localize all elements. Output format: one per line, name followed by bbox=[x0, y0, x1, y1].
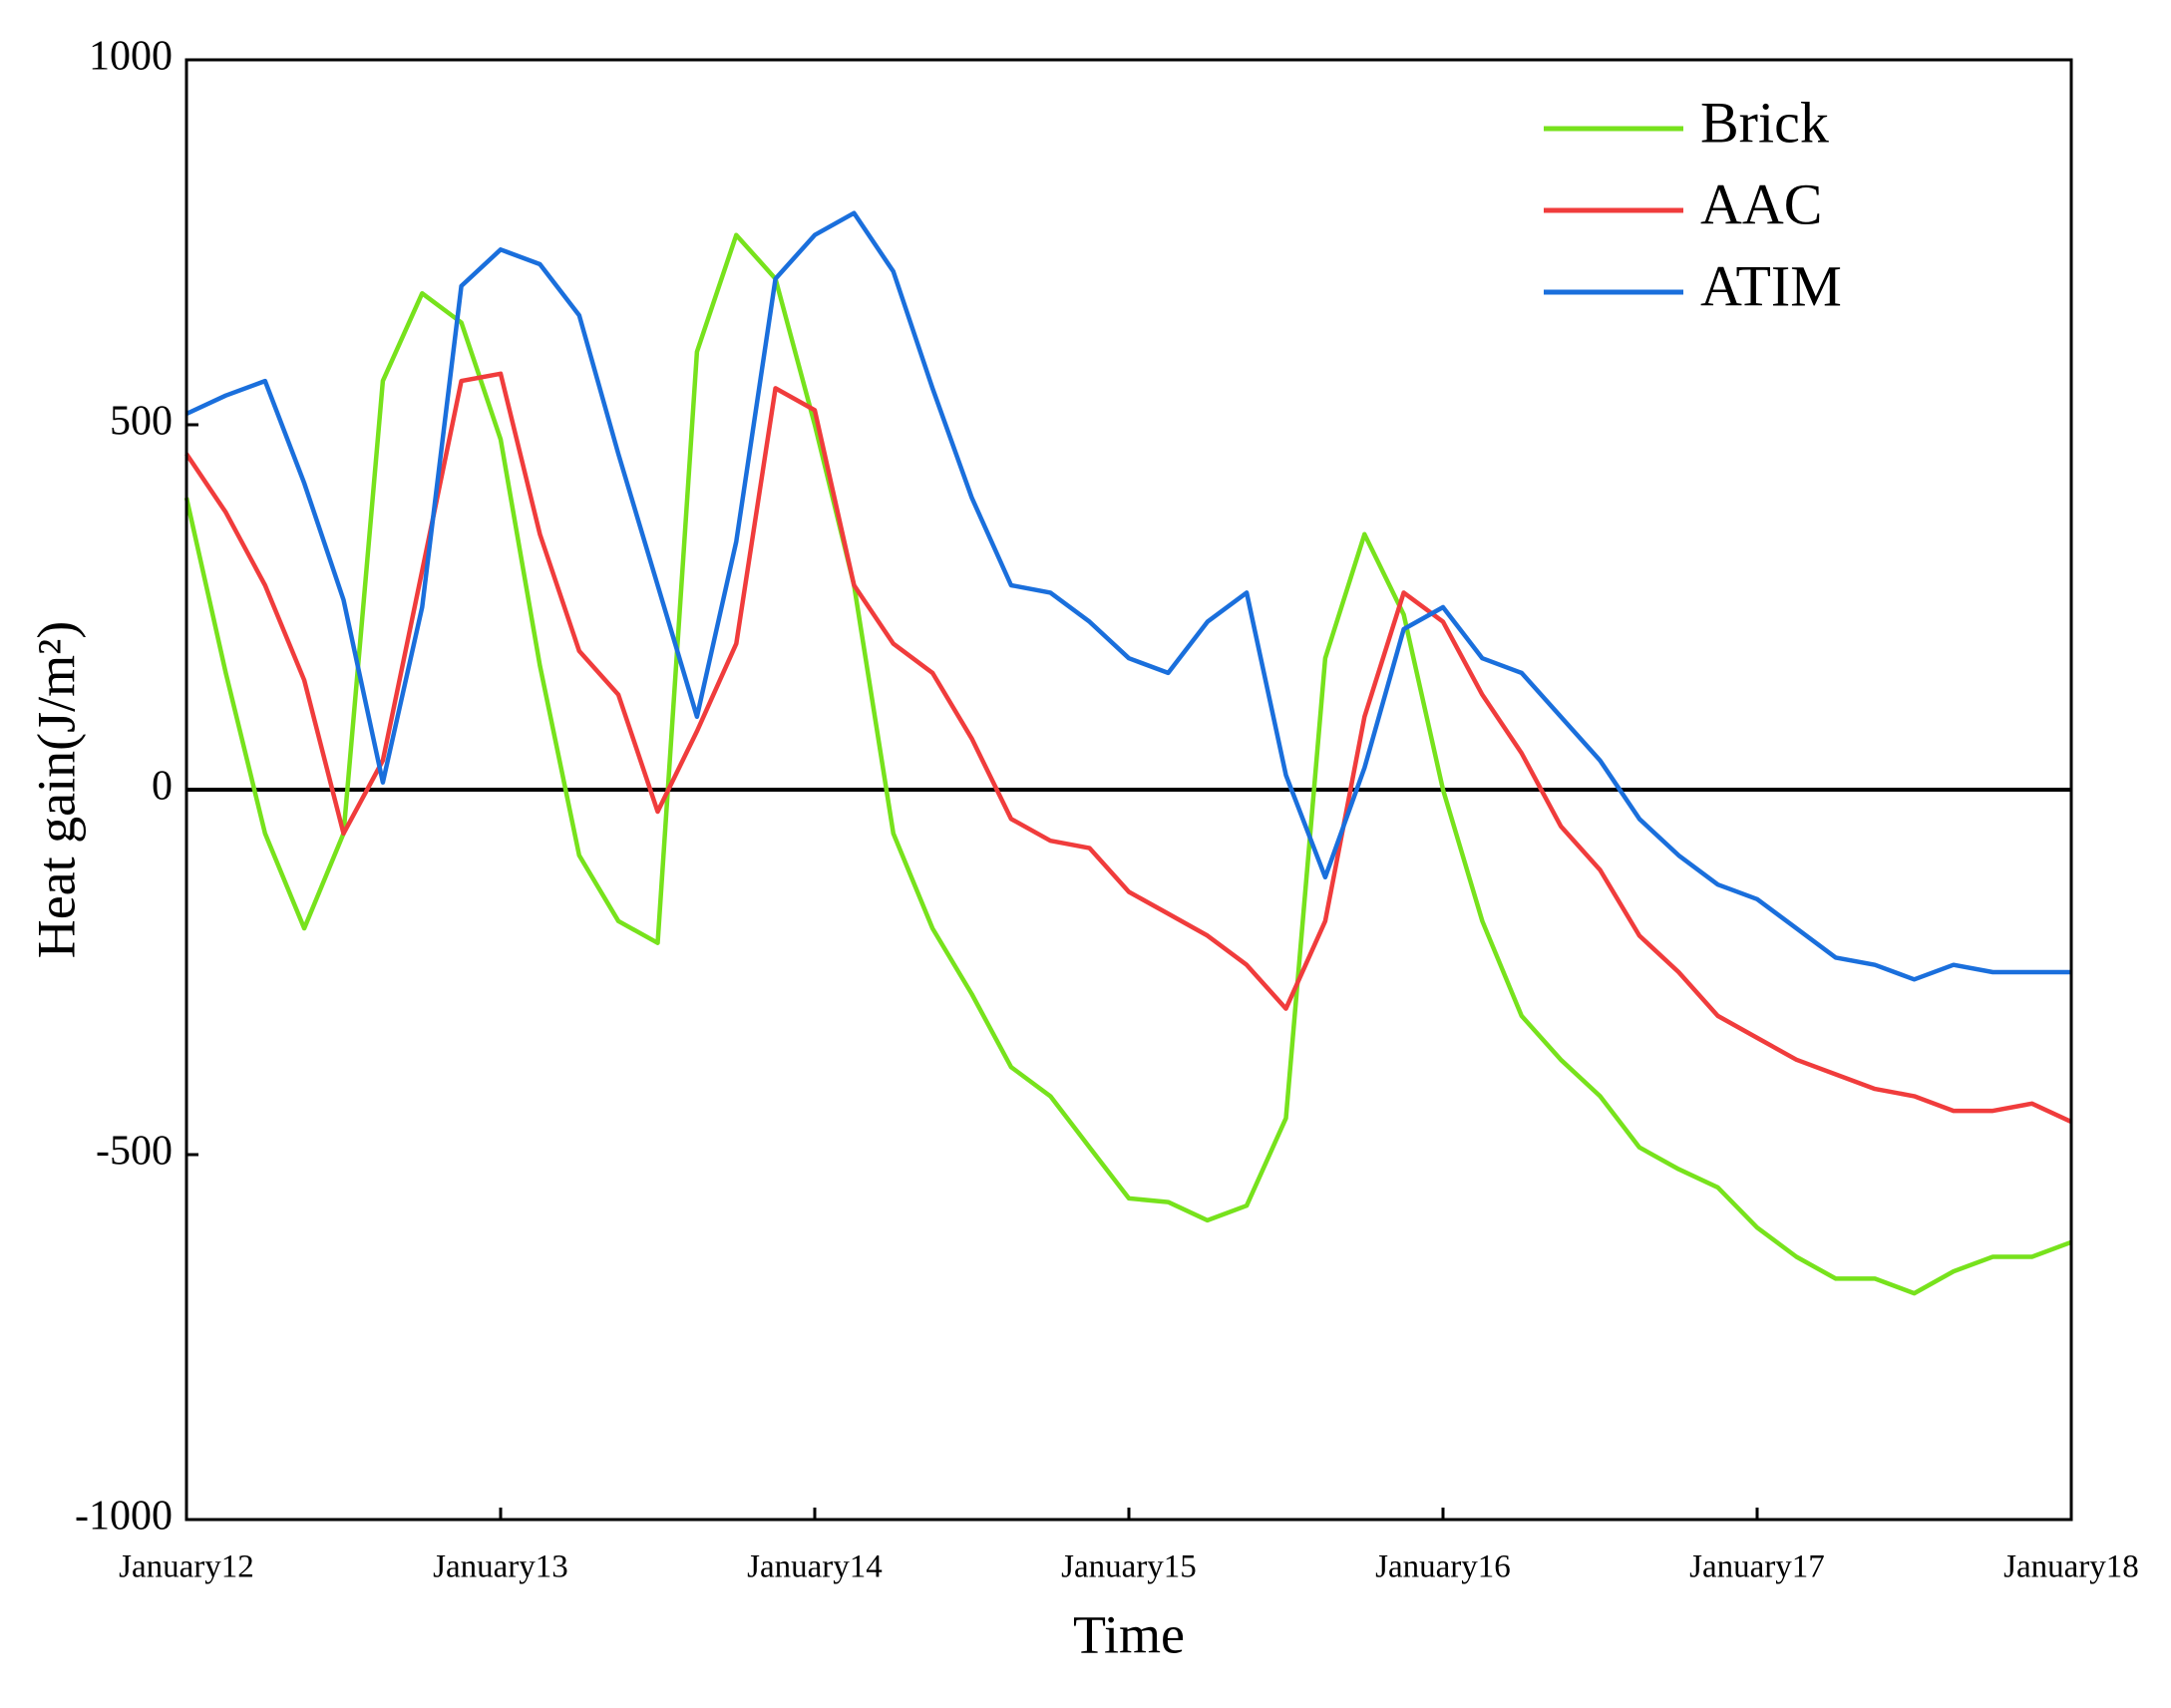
y-tick-label: -1000 bbox=[75, 1494, 173, 1539]
y-tick-label: 0 bbox=[152, 764, 173, 810]
y-tick-label: 500 bbox=[110, 399, 173, 445]
x-tick-label: January18 bbox=[2003, 1549, 2139, 1585]
legend-label: AAC bbox=[1700, 171, 1822, 236]
data-line bbox=[185, 210, 2071, 982]
data-line bbox=[183, 232, 2072, 1296]
x-tick-label: January17 bbox=[1689, 1549, 1825, 1585]
data-line bbox=[184, 371, 2072, 1125]
x-tick-label: January13 bbox=[433, 1549, 568, 1585]
y-tick-label: 1000 bbox=[89, 34, 173, 80]
legend-label: Brick bbox=[1700, 90, 1829, 155]
y-tick-label: -500 bbox=[96, 1129, 173, 1175]
x-tick-label: January12 bbox=[119, 1549, 254, 1585]
legend-label: ATIM bbox=[1700, 253, 1842, 318]
x-tick-label: January16 bbox=[1375, 1549, 1511, 1585]
x-tick-label: January14 bbox=[747, 1549, 883, 1585]
plot-frame bbox=[184, 58, 2073, 1522]
x-tick-label: January15 bbox=[1061, 1549, 1197, 1585]
x-axis-label: Time bbox=[1073, 1604, 1185, 1664]
y-axis-label: Heat gain(J/m²) bbox=[26, 621, 86, 959]
